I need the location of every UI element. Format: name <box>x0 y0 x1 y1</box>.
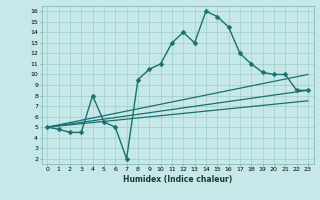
X-axis label: Humidex (Indice chaleur): Humidex (Indice chaleur) <box>123 175 232 184</box>
